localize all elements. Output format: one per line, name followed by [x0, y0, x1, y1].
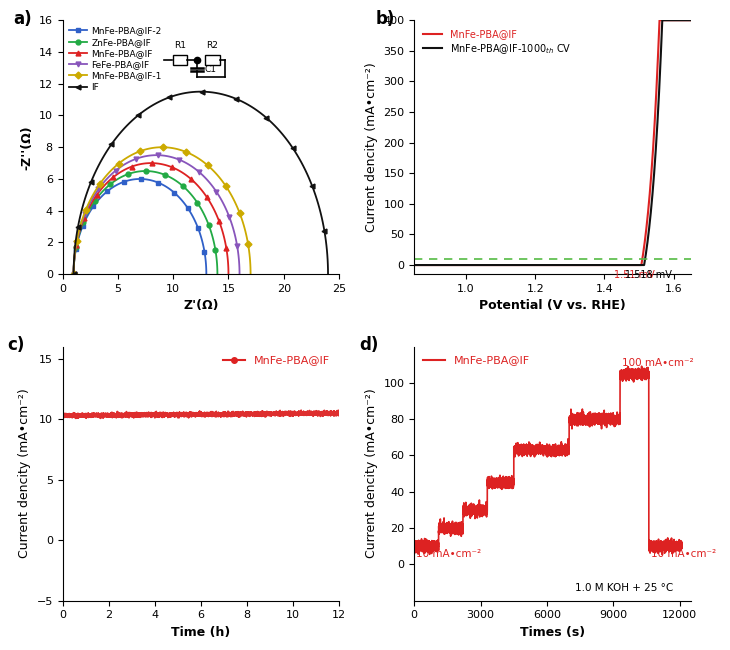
- Y-axis label: Current dencity (mA•cm⁻²): Current dencity (mA•cm⁻²): [18, 389, 31, 558]
- IF: [323, 270, 332, 278]
- MnFe-PBA@IF: [69, 270, 78, 278]
- FeFe-PBA@IF: [235, 270, 244, 278]
- Line: MnFe-PBA@IF-1: MnFe-PBA@IF-1: [71, 145, 253, 277]
- ZnFe-PBA@IF: [69, 270, 78, 278]
- MnFe-PBA@IF-2: [201, 263, 210, 270]
- FeFe-PBA@IF: [151, 151, 160, 159]
- ZnFe-PBA@IF: [155, 169, 164, 177]
- MnFe-PBA@IF: [162, 161, 171, 169]
- MnFe-PBA@IF-2: [69, 270, 78, 278]
- Legend: MnFe-PBA@IF: MnFe-PBA@IF: [220, 352, 334, 369]
- Line: FeFe-PBA@IF: FeFe-PBA@IF: [71, 153, 242, 277]
- MnFe-PBA@IF-2: [202, 270, 211, 278]
- MnFe-PBA@IF: [95, 187, 104, 195]
- IF: [270, 122, 279, 129]
- IF: [112, 134, 120, 142]
- FeFe-PBA@IF: [87, 198, 96, 205]
- MnFe-PBA@IF-1: [246, 260, 255, 268]
- Text: R1: R1: [174, 40, 186, 49]
- FeFe-PBA@IF: [169, 153, 177, 161]
- MnFe-PBA@IF-1: [88, 192, 96, 200]
- IF: [69, 270, 78, 278]
- Text: 10 mA•cm⁻²: 10 mA•cm⁻²: [651, 549, 716, 559]
- Text: R2: R2: [207, 40, 218, 49]
- ZnFe-PBA@IF: [183, 187, 192, 194]
- X-axis label: Times (s): Times (s): [520, 626, 585, 639]
- Line: MnFe-PBA@IF-2: MnFe-PBA@IF-2: [71, 177, 209, 277]
- Text: 10 mA•cm⁻²: 10 mA•cm⁻²: [416, 549, 482, 559]
- MnFe-PBA@IF: [85, 202, 94, 210]
- X-axis label: Z'(Ω): Z'(Ω): [183, 300, 218, 313]
- MnFe-PBA@IF-1: [175, 146, 184, 153]
- Line: MnFe-PBA@IF: MnFe-PBA@IF: [71, 161, 231, 277]
- IF: [221, 91, 230, 99]
- MnFe-PBA@IF: [224, 261, 233, 269]
- Bar: [205, 55, 220, 64]
- IF: [195, 88, 204, 96]
- X-axis label: Potential (V vs. RHE): Potential (V vs. RHE): [479, 300, 626, 313]
- ZnFe-PBA@IF: [140, 167, 149, 175]
- Text: b): b): [375, 10, 395, 28]
- MnFe-PBA@IF-2: [135, 175, 144, 183]
- MnFe-PBA@IF: [209, 205, 218, 213]
- X-axis label: Time (h): Time (h): [172, 626, 231, 639]
- ZnFe-PBA@IF: [93, 193, 102, 201]
- Legend: MnFe-PBA@IF, MnFe-PBA@IF-1000$_{th}$ CV: MnFe-PBA@IF, MnFe-PBA@IF-1000$_{th}$ CV: [419, 25, 575, 60]
- MnFe-PBA@IF-2: [174, 193, 183, 201]
- ZnFe-PBA@IF: [213, 262, 222, 270]
- Y-axis label: Current dencity (mA•cm⁻²): Current dencity (mA•cm⁻²): [365, 389, 378, 558]
- Text: 1.0 M KOH + 25 °C: 1.0 M KOH + 25 °C: [575, 583, 674, 593]
- MnFe-PBA@IF-1: [246, 270, 255, 278]
- IF: [96, 159, 104, 166]
- MnFe-PBA@IF-2: [91, 199, 100, 207]
- Text: 100 mA•cm⁻²: 100 mA•cm⁻²: [622, 358, 694, 369]
- Text: 1.51 mV: 1.51 mV: [614, 270, 655, 280]
- FeFe-PBA@IF: [201, 174, 210, 181]
- Text: c): c): [7, 337, 25, 354]
- MnFe-PBA@IF-1: [229, 195, 238, 203]
- Legend: MnFe-PBA@IF: MnFe-PBA@IF: [420, 352, 534, 369]
- Y-axis label: Current dencity (mA•cm⁻²): Current dencity (mA•cm⁻²): [365, 62, 378, 232]
- MnFe-PBA@IF-2: [83, 212, 92, 220]
- MnFe-PBA@IF-1: [210, 167, 218, 175]
- MnFe-PBA@IF-1: [99, 176, 108, 183]
- IF: [299, 162, 308, 170]
- Text: 1.518 mV: 1.518 mV: [625, 270, 672, 280]
- FeFe-PBA@IF: [97, 181, 106, 189]
- MnFe-PBA@IF-1: [69, 270, 78, 278]
- Text: C1: C1: [204, 65, 216, 74]
- MnFe-PBA@IF-2: [149, 177, 158, 185]
- Legend: MnFe-PBA@IF-2, ZnFe-PBA@IF, MnFe-PBA@IF, FeFe-PBA@IF, MnFe-PBA@IF-1, IF: MnFe-PBA@IF-2, ZnFe-PBA@IF, MnFe-PBA@IF,…: [67, 25, 164, 94]
- MnFe-PBA@IF-2: [189, 214, 198, 222]
- Text: d): d): [359, 337, 378, 354]
- MnFe-PBA@IF-1: [156, 144, 165, 151]
- FeFe-PBA@IF: [235, 261, 244, 268]
- ZnFe-PBA@IF: [199, 209, 208, 217]
- Line: ZnFe-PBA@IF: ZnFe-PBA@IF: [71, 168, 220, 277]
- Text: a): a): [12, 10, 31, 28]
- Bar: [172, 55, 187, 64]
- Line: IF: IF: [71, 89, 331, 277]
- FeFe-PBA@IF: [69, 270, 78, 278]
- IF: [323, 256, 332, 264]
- ZnFe-PBA@IF: [213, 270, 222, 278]
- MnFe-PBA@IF: [146, 159, 155, 167]
- MnFe-PBA@IF: [224, 270, 233, 278]
- Y-axis label: -Z''(Ω): -Z''(Ω): [20, 125, 33, 170]
- FeFe-PBA@IF: [219, 200, 228, 207]
- ZnFe-PBA@IF: [85, 207, 93, 215]
- MnFe-PBA@IF: [192, 180, 201, 188]
